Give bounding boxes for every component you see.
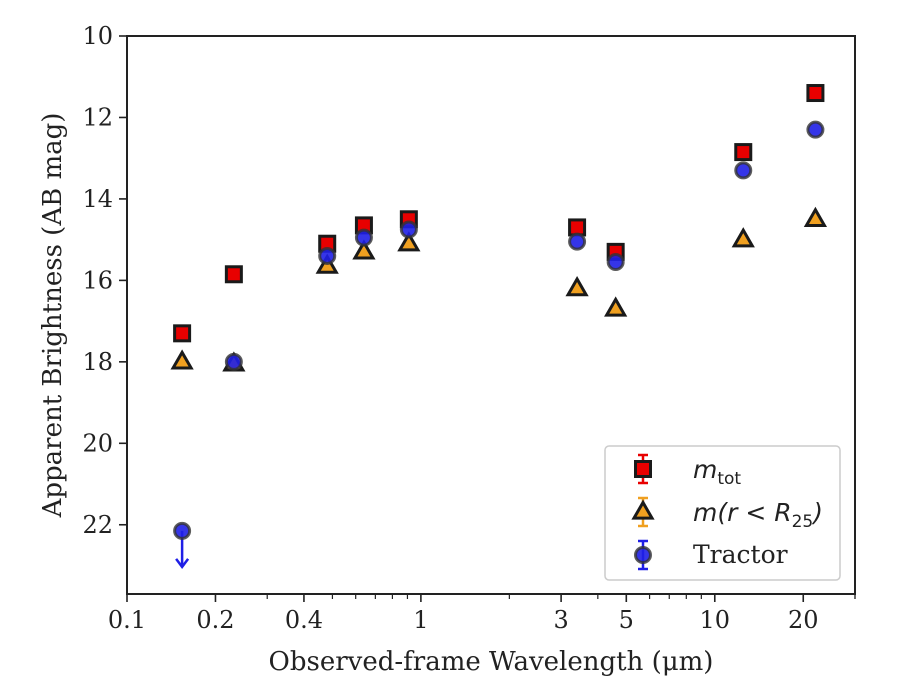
y-tick-label: 20 [82, 429, 113, 457]
data-point-square [568, 218, 587, 237]
data-point-square [224, 265, 243, 284]
data-point-square [806, 84, 825, 103]
x-tick-label: 10 [700, 606, 731, 634]
upper-limit-arrow-head [175, 558, 190, 569]
legend-label-mtot: mtot [693, 455, 741, 489]
legend-label-m-r25-prefix: m(r < R [693, 498, 792, 527]
data-point-triangle [604, 296, 628, 317]
data-point-triangle [731, 227, 755, 248]
data-point-circle [318, 246, 337, 265]
y-tick-label: 12 [82, 103, 113, 131]
data-point-circle [568, 232, 587, 251]
y-tick-label: 10 [82, 22, 113, 50]
y-axis-ticks: 10 12 14 16 18 20 22 [82, 22, 127, 539]
data-point-triangle [565, 276, 589, 297]
data-markers [170, 84, 828, 569]
y-tick-label: 18 [82, 348, 113, 376]
x-tick-label: 0.1 [108, 606, 146, 634]
legend-markers [631, 453, 655, 571]
x-tick-label: 0.2 [196, 606, 234, 634]
data-point-circle [606, 253, 625, 272]
y-axis-label: Apparent Brightness (AB mag) [38, 113, 68, 519]
data-point-square [173, 324, 192, 343]
data-point-circle [734, 161, 753, 180]
data-point-triangle [803, 206, 828, 227]
y-tick-label: 22 [82, 511, 113, 539]
x-tick-label: 5 [619, 606, 634, 634]
data-point-circle [354, 228, 373, 247]
legend-label-mtot-main: m [693, 455, 717, 484]
y-tick-label: 16 [82, 266, 113, 294]
legend-box [604, 445, 841, 581]
series-square [173, 84, 825, 343]
data-point-circle [399, 220, 418, 239]
x-tick-label: 20 [788, 606, 819, 634]
legend-marker-circle [634, 546, 652, 564]
x-tick-label: 3 [553, 606, 568, 634]
legend: mtot m(r < R25) Tractor [604, 445, 841, 581]
x-axis-ticks: 0.1 0.2 0.4 1 3 5 10 20 [108, 594, 856, 634]
data-point-circle [173, 521, 192, 540]
legend-marker-triangle [631, 499, 655, 520]
plot-frame [126, 35, 856, 595]
data-point-square [734, 143, 753, 162]
x-tick-label: 0.4 [285, 606, 323, 634]
legend-label-m-r25-suffix: ) [811, 498, 823, 527]
data-point-circle [806, 120, 825, 139]
data-point-circle [224, 352, 243, 371]
data-point-triangle [170, 349, 194, 370]
legend-label-tractor: Tractor [693, 540, 788, 569]
legend-marker-square [634, 460, 652, 478]
x-tick-label: 1 [413, 606, 428, 634]
legend-label-m-r25-sub: 25 [792, 512, 814, 532]
legend-label-mtot-sub: tot [717, 469, 741, 489]
x-axis-label: Observed-frame Wavelength (μm) [269, 647, 714, 677]
series-circle [173, 120, 825, 569]
series-triangle [170, 206, 828, 372]
legend-label-m-r25: m(r < R25) [693, 498, 823, 532]
data-point-triangle [397, 231, 421, 252]
y-tick-label: 14 [82, 185, 113, 213]
data-point-triangle [352, 239, 376, 260]
